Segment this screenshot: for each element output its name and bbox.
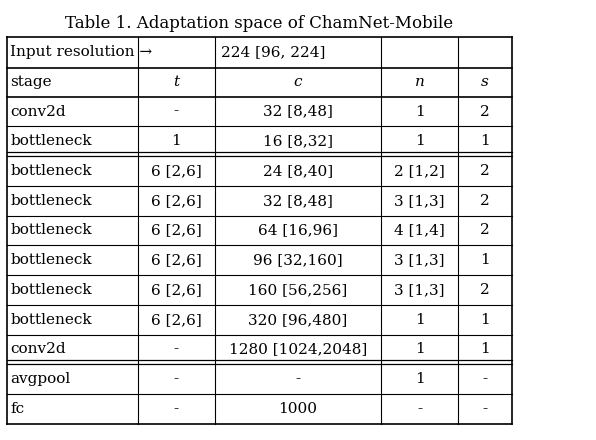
Text: stage: stage	[10, 75, 52, 89]
Text: 6 [2,6]: 6 [2,6]	[151, 224, 202, 238]
Text: Input resolution →: Input resolution →	[10, 45, 153, 59]
Text: 320 [96,480]: 320 [96,480]	[249, 313, 347, 326]
Text: 1000: 1000	[278, 402, 318, 416]
Text: -: -	[174, 105, 179, 118]
Text: Table 1. Adaptation space of ChamNet-Mobile: Table 1. Adaptation space of ChamNet-Mob…	[66, 15, 454, 33]
Text: bottleneck: bottleneck	[10, 283, 92, 297]
Text: 24 [8,40]: 24 [8,40]	[263, 164, 333, 178]
Text: 1: 1	[415, 313, 424, 326]
Text: 1: 1	[415, 105, 424, 118]
Text: 2: 2	[480, 105, 490, 118]
Text: t: t	[173, 75, 179, 89]
Text: fc: fc	[10, 402, 24, 416]
Text: 4 [1,4]: 4 [1,4]	[394, 224, 445, 238]
Text: bottleneck: bottleneck	[10, 313, 92, 326]
Text: 6 [2,6]: 6 [2,6]	[151, 283, 202, 297]
Text: conv2d: conv2d	[10, 105, 66, 118]
Text: 1: 1	[480, 313, 490, 326]
Text: 3 [1,3]: 3 [1,3]	[395, 283, 445, 297]
Text: 160 [56,256]: 160 [56,256]	[249, 283, 347, 297]
Text: c: c	[294, 75, 302, 89]
Text: 6 [2,6]: 6 [2,6]	[151, 253, 202, 267]
Text: 32 [8,48]: 32 [8,48]	[263, 105, 333, 118]
Text: 1: 1	[480, 342, 490, 356]
Text: 16 [8,32]: 16 [8,32]	[263, 134, 333, 148]
Text: 64 [16,96]: 64 [16,96]	[258, 224, 338, 238]
Text: 96 [32,160]: 96 [32,160]	[253, 253, 343, 267]
Text: conv2d: conv2d	[10, 342, 66, 356]
Text: 2: 2	[480, 164, 490, 178]
Text: 3 [1,3]: 3 [1,3]	[395, 194, 445, 208]
Text: -: -	[417, 402, 422, 416]
Text: 1: 1	[415, 134, 424, 148]
Text: 32 [8,48]: 32 [8,48]	[263, 194, 333, 208]
Text: -: -	[174, 402, 179, 416]
Text: -: -	[174, 372, 179, 386]
Text: 1: 1	[172, 134, 181, 148]
Text: 1280 [1024,2048]: 1280 [1024,2048]	[229, 342, 367, 356]
Text: bottleneck: bottleneck	[10, 253, 92, 267]
Text: 6 [2,6]: 6 [2,6]	[151, 164, 202, 178]
Text: bottleneck: bottleneck	[10, 164, 92, 178]
Text: 224 [96, 224]: 224 [96, 224]	[221, 45, 325, 59]
Text: 1: 1	[480, 134, 490, 148]
Text: 1: 1	[480, 253, 490, 267]
Text: 2 [1,2]: 2 [1,2]	[394, 164, 445, 178]
Text: 1: 1	[415, 342, 424, 356]
Text: -: -	[174, 342, 179, 356]
Text: 2: 2	[480, 194, 490, 208]
Text: 6 [2,6]: 6 [2,6]	[151, 313, 202, 326]
Text: n: n	[415, 75, 424, 89]
Text: avgpool: avgpool	[10, 372, 70, 386]
Text: bottleneck: bottleneck	[10, 194, 92, 208]
Text: -: -	[482, 402, 488, 416]
Text: 1: 1	[415, 372, 424, 386]
Text: -: -	[482, 372, 488, 386]
Text: s: s	[481, 75, 489, 89]
Text: 6 [2,6]: 6 [2,6]	[151, 194, 202, 208]
Text: -: -	[296, 372, 300, 386]
Text: 2: 2	[480, 283, 490, 297]
Text: bottleneck: bottleneck	[10, 224, 92, 238]
Text: 2: 2	[480, 224, 490, 238]
Text: bottleneck: bottleneck	[10, 134, 92, 148]
Text: 3 [1,3]: 3 [1,3]	[395, 253, 445, 267]
